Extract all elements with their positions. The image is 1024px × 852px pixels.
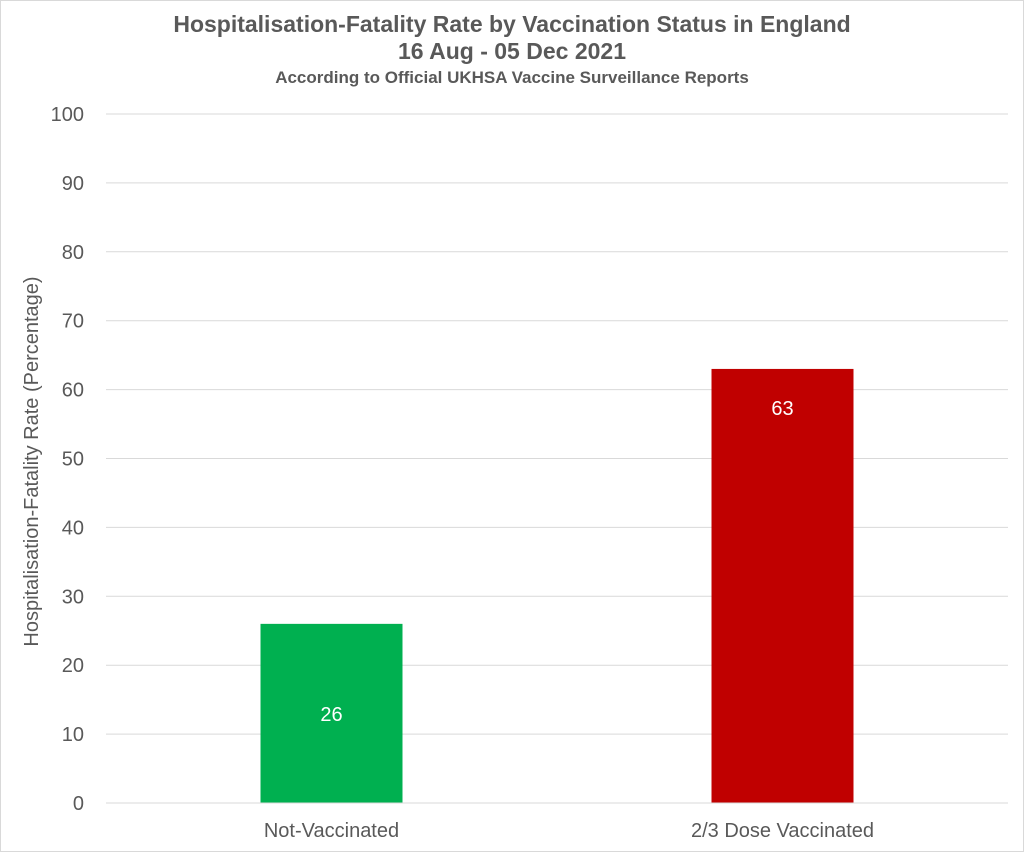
x-category-label: 2/3 Dose Vaccinated bbox=[691, 820, 874, 842]
y-tick-label: 70 bbox=[62, 311, 84, 333]
y-tick-label: 20 bbox=[62, 655, 84, 677]
chart-title: Hospitalisation-Fatality Rate by Vaccina… bbox=[173, 11, 851, 37]
chart-note: According to Official UKHSA Vaccine Surv… bbox=[275, 68, 749, 87]
y-tick-label: 80 bbox=[62, 242, 84, 264]
y-tick-label: 100 bbox=[51, 104, 84, 126]
y-tick-label: 10 bbox=[62, 724, 84, 746]
y-tick-label: 30 bbox=[62, 586, 84, 608]
chart-subtitle: 16 Aug - 05 Dec 2021 bbox=[398, 38, 626, 64]
y-tick-label: 0 bbox=[73, 793, 84, 815]
x-axis-categories: Not-Vaccinated 2/3 Dose Vaccinated bbox=[264, 820, 874, 842]
y-axis-label: Hospitalisation-Fatality Rate (Percentag… bbox=[21, 276, 43, 646]
data-labels: 26 63 bbox=[320, 398, 793, 726]
y-tick-label: 50 bbox=[62, 449, 84, 471]
data-label: 63 bbox=[771, 398, 793, 420]
y-tick-label: 60 bbox=[62, 380, 84, 402]
bar-not-vaccinated bbox=[260, 623, 403, 803]
y-tick-label: 40 bbox=[62, 517, 84, 539]
chart-title-block: Hospitalisation-Fatality Rate by Vaccina… bbox=[0, 10, 1024, 90]
y-axis-ticks: 0 10 20 30 40 50 60 70 80 90 100 bbox=[51, 104, 84, 815]
bars bbox=[260, 368, 854, 803]
gridlines bbox=[106, 113, 1008, 735]
data-label: 26 bbox=[320, 704, 342, 726]
bar-2-3-dose-vaccinated bbox=[711, 368, 854, 803]
x-category-label: Not-Vaccinated bbox=[264, 820, 399, 842]
y-tick-label: 90 bbox=[62, 173, 84, 195]
